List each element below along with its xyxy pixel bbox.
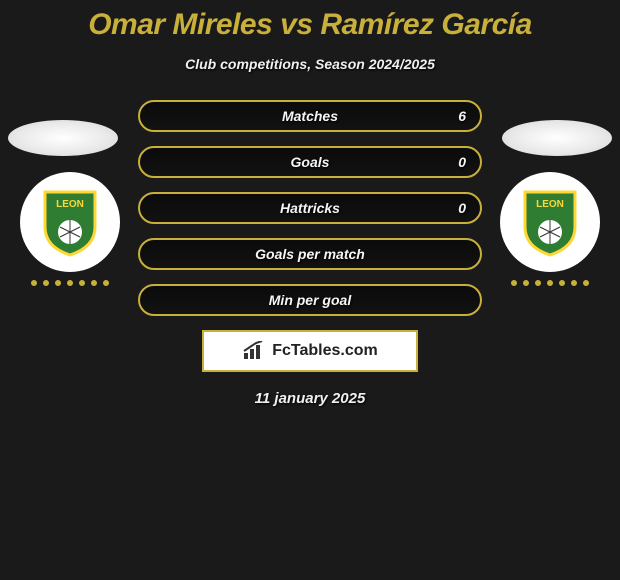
- club-stars-right: [511, 280, 589, 286]
- club-badge-left: LEON: [20, 172, 120, 272]
- stat-label: Goals per match: [255, 246, 365, 262]
- stat-row-min-per-goal: Min per goal: [138, 284, 482, 316]
- stat-row-matches: Matches 6: [138, 100, 482, 132]
- svg-text:LEON: LEON: [536, 199, 564, 210]
- stat-label: Matches: [282, 108, 338, 124]
- stat-label: Goals: [291, 154, 330, 170]
- chart-icon: [242, 341, 266, 361]
- club-stars-left: [31, 280, 109, 286]
- stat-row-goals-per-match: Goals per match: [138, 238, 482, 270]
- player-right-avatar: [502, 120, 612, 156]
- stat-row-goals: Goals 0: [138, 146, 482, 178]
- leon-shield-icon: LEON: [40, 187, 100, 257]
- stat-right-value: 0: [458, 200, 466, 216]
- stat-row-hattricks: Hattricks 0: [138, 192, 482, 224]
- stat-label: Hattricks: [280, 200, 340, 216]
- svg-text:LEON: LEON: [56, 199, 84, 210]
- stats-table: Matches 6 Goals 0 Hattricks 0 Goals per …: [138, 100, 482, 316]
- stat-label: Min per goal: [269, 292, 351, 308]
- stat-right-value: 6: [458, 108, 466, 124]
- page-title: Omar Mireles vs Ramírez García: [0, 0, 620, 42]
- subtitle: Club competitions, Season 2024/2025: [0, 56, 620, 72]
- stat-right-value: 0: [458, 154, 466, 170]
- brand-box: FcTables.com: [202, 330, 418, 372]
- brand-text: FcTables.com: [272, 342, 378, 360]
- player-left-avatar: [8, 120, 118, 156]
- club-badge-right: LEON: [500, 172, 600, 272]
- leon-shield-icon: LEON: [520, 187, 580, 257]
- date-text: 11 january 2025: [0, 390, 620, 407]
